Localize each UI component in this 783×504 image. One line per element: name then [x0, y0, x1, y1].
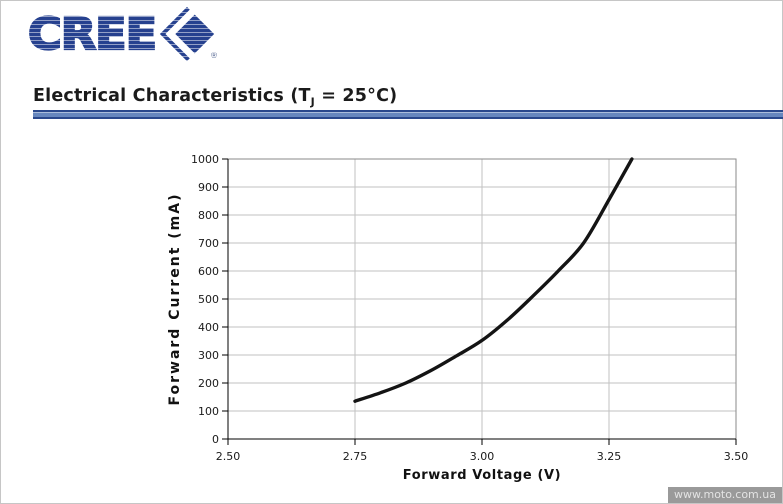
chart-container: 0 100 200 300 400 500 600 700 800 900 1000 2.50 2.75… — [140, 140, 780, 492]
y-tick-label: 400 — [198, 321, 219, 334]
y-tick-label: 300 — [198, 349, 219, 362]
y-tick-label: 500 — [198, 293, 219, 306]
cree-logo-text: CREE — [27, 7, 158, 61]
chart-generated-layer: 0 100 200 300 400 500 600 700 800 900 1000 2.50 2.75… — [191, 153, 748, 463]
section-underline-bar — [33, 110, 783, 119]
x-tick-label: 2.75 — [343, 450, 368, 463]
x-axis-title: Forward Voltage (V) — [403, 468, 561, 483]
y-tick-label: 100 — [198, 405, 219, 418]
y-tick-label: 800 — [198, 209, 219, 222]
watermark-label: www.moto.com.ua — [668, 487, 782, 503]
y-axis-title: Forward Current (mA) — [167, 193, 183, 406]
registered-trademark-symbol: ® — [210, 51, 219, 60]
y-tick-label: 1000 — [191, 153, 219, 166]
y-tick-label: 900 — [198, 181, 219, 194]
y-tick-label: 200 — [198, 377, 219, 390]
section-title: Electrical Characteristics (TJ = 25°C) — [33, 85, 397, 114]
y-tick-label: 700 — [198, 237, 219, 250]
y-tick-label: 0 — [212, 433, 219, 446]
x-tick-label: 3.50 — [724, 450, 749, 463]
x-tick-label: 3.00 — [470, 450, 495, 463]
forward-iv-chart: 0 100 200 300 400 500 600 700 800 900 1000 2.50 2.75… — [167, 153, 748, 483]
section-title-suffix: = 25°C) — [314, 86, 398, 106]
iv-curve — [353, 157, 634, 403]
cree-diamond-arrow-icon — [159, 6, 215, 62]
y-tick-label: 600 — [198, 265, 219, 278]
section-title-subscript: J — [310, 95, 315, 109]
cree-logo: CREE ® — [27, 5, 219, 63]
section-title-prefix: Electrical Characteristics (T — [33, 86, 311, 106]
plot-border — [228, 158, 737, 439]
x-tick-label: 2.50 — [216, 450, 241, 463]
x-tick-label: 3.25 — [597, 450, 622, 463]
